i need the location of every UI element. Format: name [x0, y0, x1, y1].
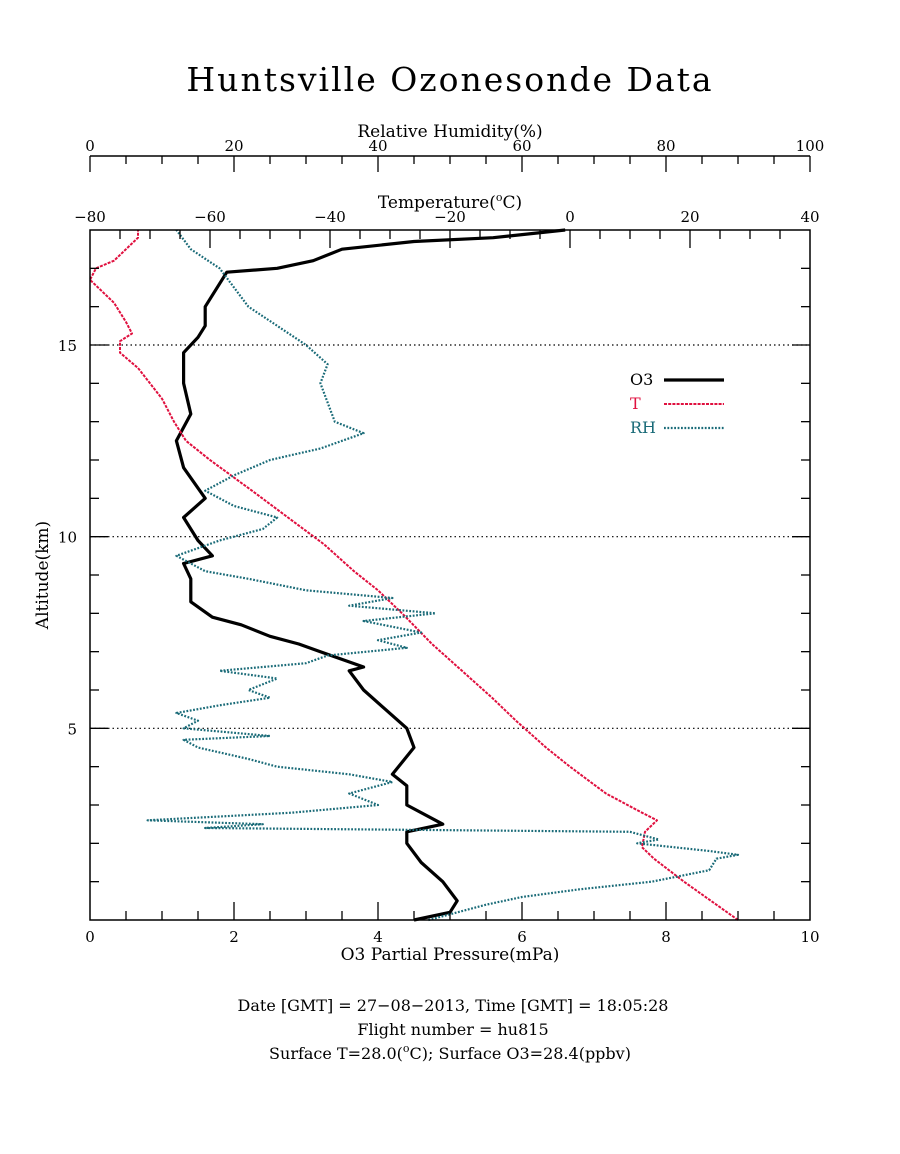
o3-axis-title: O3 Partial Pressure(mPa) [341, 945, 560, 965]
o3-tick-label-2: 2 [229, 928, 239, 946]
tick-labels: 5 10 15 0 2 4 6 8 10 −80 −60 −40 −20 0 20 40 0 20 40 60 80 10… [58, 137, 824, 946]
o3-tick-label-6: 6 [517, 928, 527, 946]
series-group [89, 228, 740, 922]
series-o3-line [174, 228, 566, 922]
chart-title: Huntsville Ozonesonde Data [186, 60, 713, 99]
temp-tick-label-0: 0 [565, 208, 575, 226]
axis-ticks [89, 155, 811, 920]
o3-tick-label-0: 0 [85, 928, 95, 946]
rh-tick-label-80: 80 [656, 137, 675, 155]
temp-axis-title-end: C) [503, 193, 523, 213]
legend-label-t: T [630, 394, 641, 413]
legend-label-rh: RH [630, 418, 656, 437]
temp-tick-label--20: −20 [434, 208, 466, 226]
altitude-axis-title: Altitude(km) [33, 521, 53, 630]
y-tick-label-5: 5 [67, 720, 77, 738]
temp-tick-label--40: −40 [314, 208, 346, 226]
o3-tick-label-10: 10 [800, 928, 819, 946]
rh-tick-label-0: 0 [85, 137, 95, 155]
series-rh-line [146, 229, 740, 922]
temp-axis-title-sup: o [496, 191, 503, 204]
series-t-line [89, 230, 739, 921]
temp-axis-title-main: Temperature( [378, 193, 496, 213]
o3-tick-label-8: 8 [661, 928, 671, 946]
grid-lines [90, 344, 810, 729]
footer-surface-line: Surface T=28.0(oC); Surface O3=28.4(ppbv… [269, 1042, 631, 1063]
rh-axis-title: Relative Humidity(%) [357, 122, 542, 142]
temp-tick-label-20: 20 [680, 208, 699, 226]
legend: O3 T RH [630, 370, 724, 437]
temp-tick-label--60: −60 [194, 208, 226, 226]
rh-tick-label-40: 40 [368, 137, 387, 155]
footer-surface-pre: Surface T=28.0( [269, 1044, 403, 1063]
footer-date-line: Date [GMT] = 27−08−2013, Time [GMT] = 18… [238, 996, 669, 1015]
footer-surface-post: C); Surface O3=28.4(ppbv) [410, 1044, 631, 1063]
plot-frame [89, 229, 811, 921]
footer-surface-sup: o [403, 1042, 410, 1055]
rh-tick-label-20: 20 [224, 137, 243, 155]
legend-label-o3: O3 [630, 370, 653, 389]
y-tick-label-10: 10 [58, 529, 77, 547]
rh-tick-label-100: 100 [796, 137, 825, 155]
rh-tick-label-60: 60 [512, 137, 531, 155]
o3-tick-label-4: 4 [373, 928, 383, 946]
temp-tick-label-40: 40 [800, 208, 819, 226]
y-tick-label-15: 15 [58, 337, 77, 355]
temp-tick-label--80: −80 [74, 208, 106, 226]
temp-axis-title: Temperature(oC) [378, 191, 522, 213]
footer-flight-line: Flight number = hu815 [357, 1020, 548, 1039]
